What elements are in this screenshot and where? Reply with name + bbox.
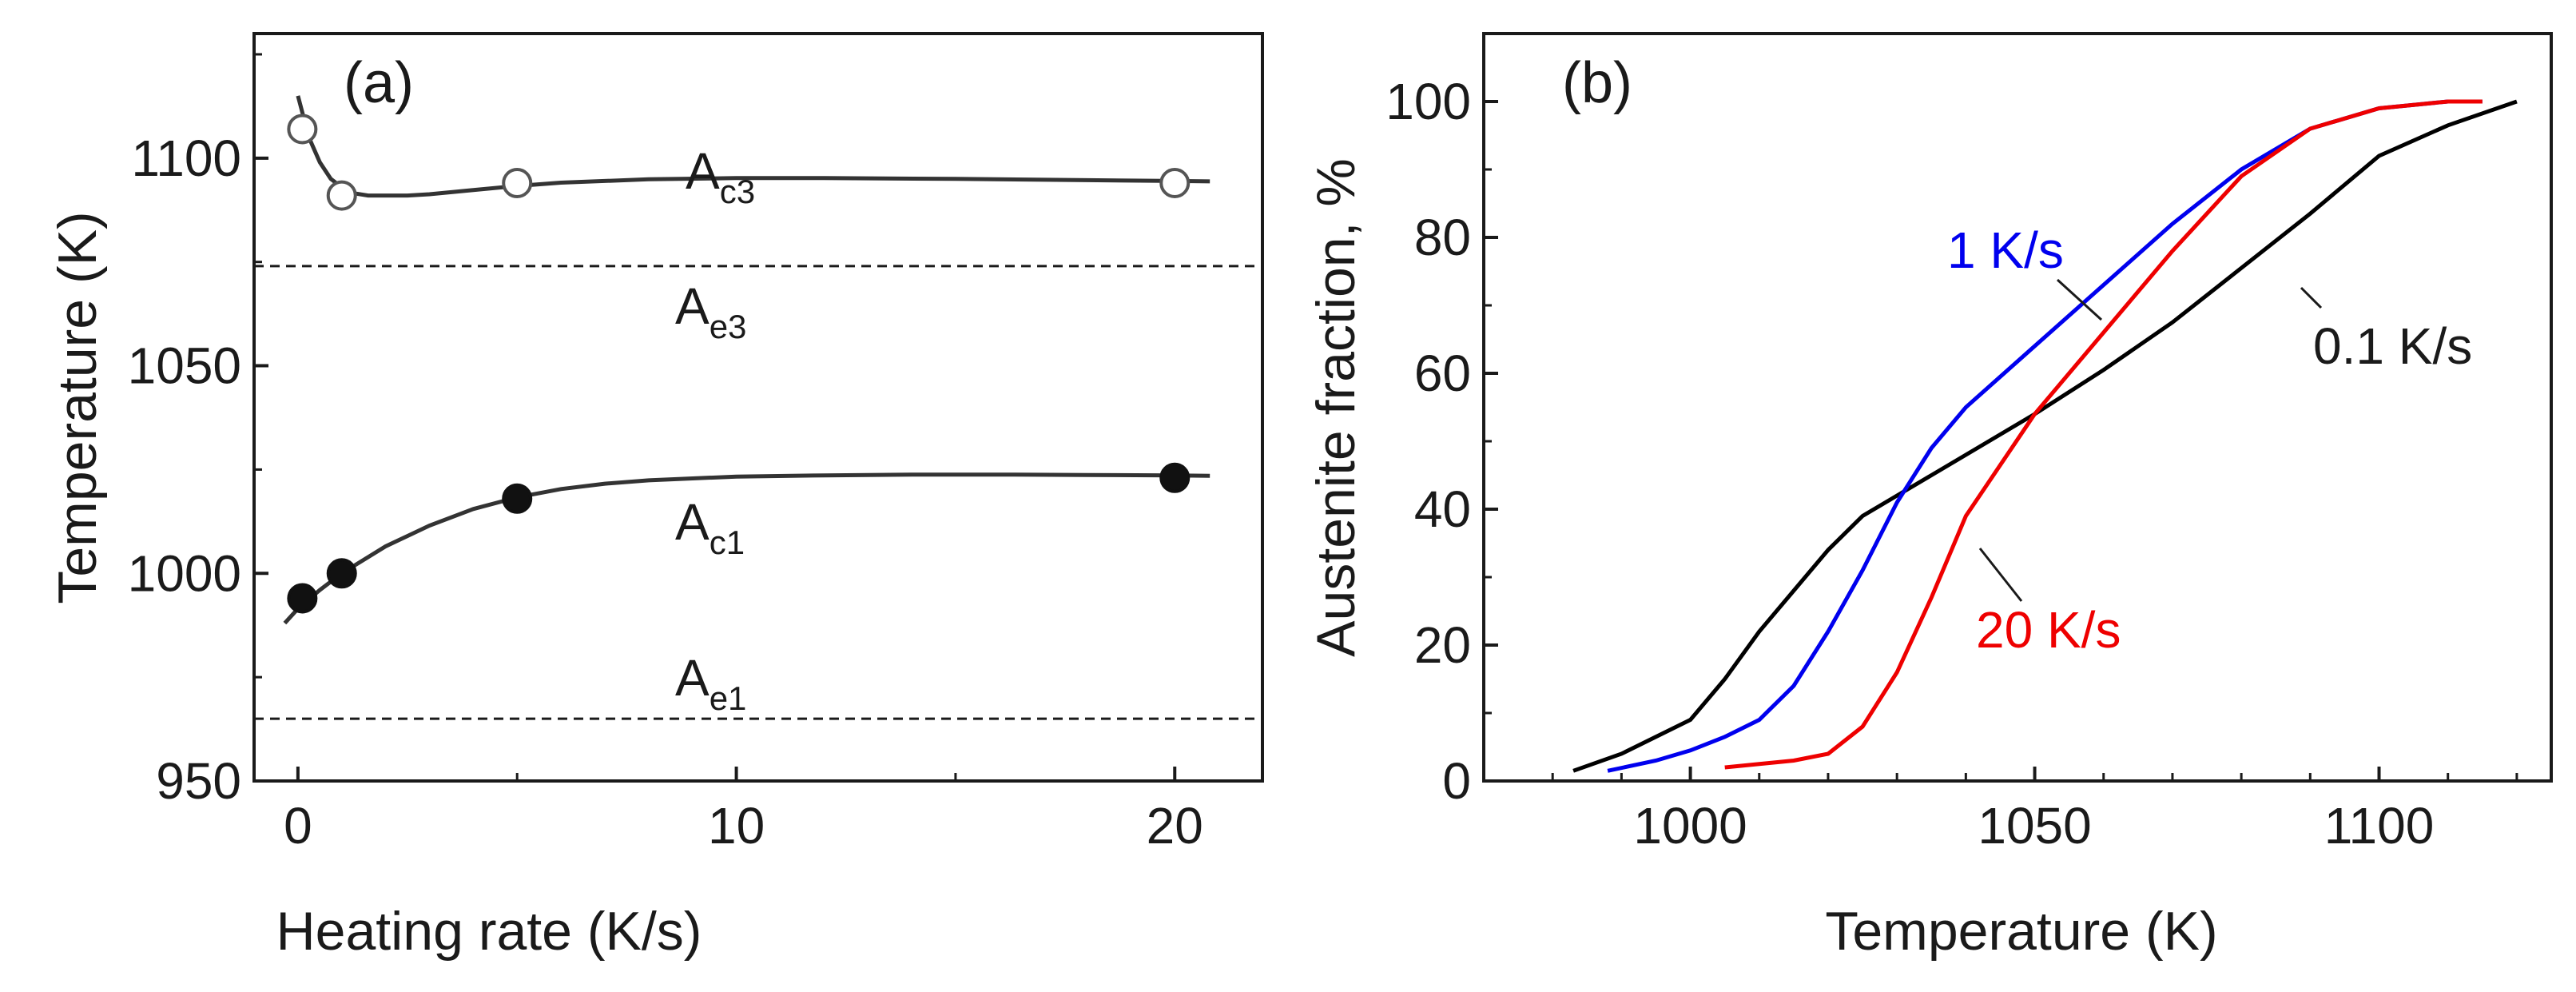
panel-a-y-tick-label-1000: 1000 [128, 544, 241, 602]
panel-b-y-ticks: 0 20 40 60 80 100 [1385, 32, 1498, 810]
panel-a-data-points [287, 114, 1191, 614]
leader-20-k-s [1978, 548, 2023, 602]
panel-b-x-axis-title: Temperature (K) [1825, 901, 2217, 962]
panel-b-y-tick-label-60: 60 [1414, 345, 1471, 402]
panel-a-x-tick-label-20: 20 [1147, 797, 1203, 855]
series-line-0-1-k-s [1572, 99, 2518, 773]
panel-a-y-axis-title: Temperature (K) [47, 211, 108, 604]
panel-a-y-ticks: 950 1000 1050 1100 [128, 53, 268, 810]
ac3-fit-curve [296, 95, 1210, 198]
ac1-label: Ac1 [675, 493, 745, 561]
series-line-20-k-s [1724, 99, 2483, 770]
ac3-label: Ac3 [686, 142, 755, 210]
panel-a-y-tick-label-1050: 1050 [128, 337, 241, 395]
panel-a-x-tick-label-0: 0 [284, 797, 312, 855]
point-ac1-1 [326, 558, 357, 589]
panel-b-y-tick-label-100: 100 [1385, 73, 1471, 130]
panel-a-y-tick-label-1100: 1100 [131, 129, 241, 187]
panel-b-frame [1482, 32, 2553, 783]
label-1-k-s: 1 K/s [1947, 221, 2064, 279]
panel-b: (b) Austenite fraction, % Temperature (K… [1306, 32, 2553, 962]
point-ac1-3 [1159, 462, 1191, 493]
panel-a-label: (a) [344, 51, 414, 115]
point-ac3-3 [1159, 168, 1191, 198]
point-ac3-1 [326, 180, 357, 211]
panel-b-y-axis-title: Austenite fraction, % [1306, 158, 1366, 657]
point-ac1-2 [502, 483, 533, 514]
panel-b-y-tick-label-40: 40 [1414, 480, 1471, 538]
label-0-1-k-s: 0.1 K/s [2313, 317, 2472, 375]
label-20-k-s: 20 K/s [1976, 601, 2121, 659]
panel-b-x-tick-label-1100: 1100 [2324, 797, 2435, 855]
leader-1-k-s [2056, 278, 2103, 321]
panel-a-y-tick-label-950: 950 [156, 752, 241, 810]
panel-a: (a) Temperature (K) Heating rate (K/s) 0… [47, 32, 1264, 962]
point-ac1-0 [287, 583, 318, 614]
series-line-1-k-s [1607, 99, 2483, 773]
leader-0-1-k-s [2300, 286, 2323, 309]
panel-b-x-tick-label-1000: 1000 [1633, 797, 1747, 855]
point-ac3-2 [502, 168, 533, 198]
point-ac3-0 [287, 114, 318, 145]
ae1-label: Ae1 [675, 649, 746, 717]
panel-a-x-axis-title: Heating rate (K/s) [276, 901, 702, 962]
panel-b-y-tick-label-20: 20 [1414, 616, 1471, 674]
ac1-fit-curve [283, 472, 1210, 625]
panel-b-y-tick-label-80: 80 [1414, 209, 1471, 266]
panel-a-x-tick-label-10: 10 [708, 797, 765, 855]
panel-a-x-ticks: 0 10 20 [284, 767, 1203, 855]
ae3-label: Ae3 [675, 277, 746, 345]
panel-b-label: (b) [1562, 51, 1632, 115]
panel-b-x-tick-label-1050: 1050 [1978, 797, 2091, 855]
panel-a-frame [252, 32, 1264, 783]
panel-b-y-tick-label-0: 0 [1442, 752, 1471, 810]
panel-b-x-ticks: 1000 1050 1100 [1551, 767, 2518, 855]
